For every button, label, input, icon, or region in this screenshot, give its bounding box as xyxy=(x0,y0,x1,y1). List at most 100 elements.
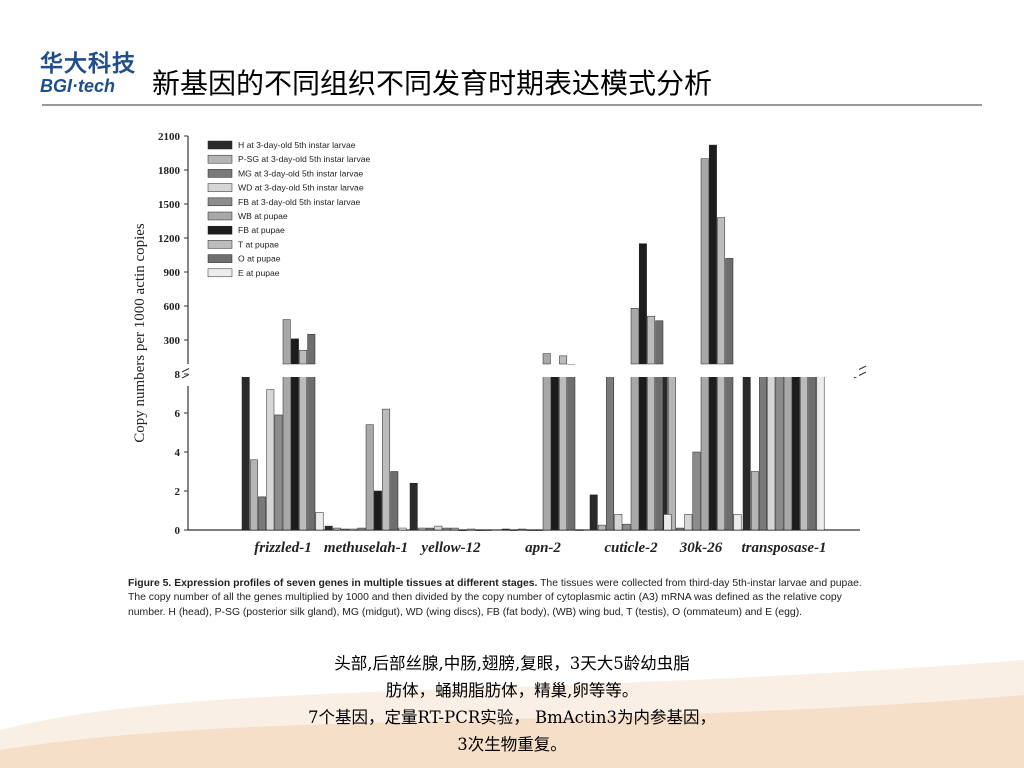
legend-swatch xyxy=(207,169,233,178)
logo-chinese-text: 华大科技 xyxy=(40,51,136,77)
bar-lower xyxy=(550,373,559,531)
logo-tech: ·tech xyxy=(72,76,116,96)
legend-label: FB at 3-day-old 5th instar larvae xyxy=(238,197,361,207)
bar xyxy=(417,527,426,531)
bar xyxy=(791,373,800,531)
bar-lower xyxy=(299,373,308,531)
bar xyxy=(332,527,341,531)
background-decoration xyxy=(0,660,1024,768)
bar xyxy=(382,408,391,531)
figure-caption: Figure 5. Expression profiles of seven g… xyxy=(128,577,880,620)
bar-lower xyxy=(307,373,316,531)
x-category-label: apn-2 xyxy=(525,540,561,556)
bar-lower xyxy=(700,373,709,531)
bar xyxy=(315,512,324,531)
y-tick-label-upper: 2100 xyxy=(158,131,181,143)
y-tick-label-upper: 1200 xyxy=(158,233,181,245)
bar xyxy=(483,529,492,531)
bar xyxy=(534,529,543,531)
legend-label: FB at pupae xyxy=(238,225,285,235)
bar-upper xyxy=(282,319,291,365)
x-category-label: yellow-12 xyxy=(419,540,481,556)
bar xyxy=(742,373,751,531)
x-category-label: 30k-26 xyxy=(679,540,723,556)
x-category-label: transposase-1 xyxy=(741,540,826,556)
expression-bar-chart: 2100 1800 1500 1200 900 600 300 0 2 4 6 8 Copy numbe… xyxy=(132,131,867,556)
y-tick-label-upper: 900 xyxy=(164,267,181,279)
bar xyxy=(597,524,606,531)
bar xyxy=(663,514,672,531)
bar xyxy=(667,373,676,531)
legend-label: H at 3-day-old 5th instar larvae xyxy=(238,140,356,150)
figure-panel: 2100 1800 1500 1200 900 600 300 0 2 4 6 8 Copy numbe… xyxy=(122,124,884,640)
bar-lower xyxy=(783,373,792,531)
notes-line-2: 肪体，蛹期脂肪体，精巢,卵等等。 xyxy=(385,681,639,700)
bar xyxy=(816,373,825,531)
bar xyxy=(241,375,250,531)
legend-swatch xyxy=(207,240,233,249)
legend-label: E at pupae xyxy=(238,268,280,278)
bar-upper xyxy=(559,355,568,365)
bar-upper xyxy=(542,353,551,365)
bar xyxy=(614,514,623,531)
slide-notes: 头部,后部丝腺,中肠,翅膀,复眼，3天大5龄幼虫脂 肪体，蛹期脂肪体，精巢,卵等… xyxy=(212,650,812,758)
bar xyxy=(676,527,685,531)
bar-lower xyxy=(559,373,568,531)
y-tick-label-upper: 600 xyxy=(164,301,181,313)
y-tick-label-lower: 2 xyxy=(175,486,181,498)
bar-lower xyxy=(542,373,551,531)
legend-swatch xyxy=(207,254,233,263)
bar-lower xyxy=(655,373,664,531)
x-category-label: methuselah-1 xyxy=(324,540,408,556)
bar xyxy=(274,414,283,531)
y-tick-label-lower: 6 xyxy=(175,408,181,420)
bar xyxy=(258,496,267,531)
y-tick-label-lower: 0 xyxy=(175,525,181,537)
bar-upper xyxy=(290,338,299,365)
bar xyxy=(733,514,742,531)
y-axis-label: Copy numbers per 1000 actin copies xyxy=(132,223,148,443)
logo-bgi: BGI xyxy=(40,76,73,96)
bar xyxy=(442,527,451,531)
bar xyxy=(575,529,584,531)
bar xyxy=(589,494,598,531)
y-tick-label-lower: 8 xyxy=(175,369,181,381)
legend-swatch xyxy=(207,154,233,164)
bar xyxy=(450,527,459,531)
x-category-label: cuticle-2 xyxy=(604,540,658,556)
bar-lower xyxy=(647,373,656,531)
bar xyxy=(606,373,615,531)
legend-label: MG at 3-day-old 5th instar larvae xyxy=(238,168,363,178)
x-category-label: frizzled-1 xyxy=(254,540,312,556)
bar xyxy=(692,451,701,531)
bar xyxy=(390,471,399,531)
legend-label: WD at 3-day-old 5th instar larvae xyxy=(238,183,364,193)
bar xyxy=(324,525,333,531)
bar-lower xyxy=(290,373,299,531)
bar xyxy=(684,514,693,531)
bar xyxy=(775,373,784,531)
bar-upper xyxy=(307,334,316,365)
bar xyxy=(518,528,527,531)
bar xyxy=(266,389,275,531)
legend-swatch xyxy=(207,183,233,192)
axis-break-band xyxy=(189,365,859,377)
bar-upper xyxy=(725,258,734,365)
bar xyxy=(467,528,476,531)
bar xyxy=(475,529,484,531)
bar xyxy=(759,373,768,531)
bar xyxy=(622,523,631,531)
bar xyxy=(800,373,809,531)
bar-upper xyxy=(630,308,639,365)
bar xyxy=(501,528,510,531)
bar xyxy=(434,525,443,531)
legend-label: P-SG at 3-day-old 5th instar larvae xyxy=(238,154,371,164)
bar xyxy=(349,528,358,531)
bar-lower xyxy=(630,373,639,531)
bar xyxy=(509,529,518,531)
legend-label: WB at pupae xyxy=(238,211,288,221)
bar-upper xyxy=(655,320,664,365)
bar xyxy=(409,482,418,531)
bar xyxy=(357,527,366,531)
bar-lower xyxy=(708,373,717,531)
